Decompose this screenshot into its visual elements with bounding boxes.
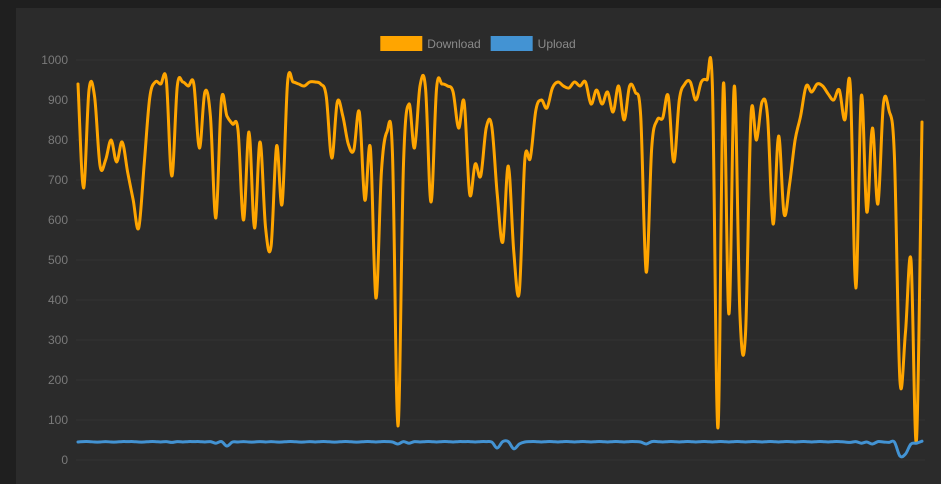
series-line-download — [76, 55, 924, 444]
y-tick-label: 300 — [48, 333, 68, 347]
y-tick-label: 0 — [61, 453, 68, 467]
speed-line-chart: 0 100 200 300 400 500 600 700 800 900 1000 Downloa… — [41, 36, 925, 467]
y-tick-label: 700 — [48, 173, 68, 187]
legend-item-download[interactable]: Download — [380, 36, 481, 51]
y-tick-label: 1000 — [41, 53, 68, 67]
legend-swatch — [380, 36, 423, 51]
y-tick-label: 900 — [48, 93, 68, 107]
y-tick-label: 200 — [48, 373, 68, 387]
series-line-upload — [76, 439, 924, 459]
legend-swatch — [490, 36, 533, 51]
legend[interactable]: Download Upload — [380, 36, 576, 51]
y-axis-ticks: 0 100 200 300 400 500 600 700 800 900 1000 — [41, 53, 68, 467]
legend-item-upload[interactable]: Upload — [490, 36, 576, 51]
chart-panel: 0 100 200 300 400 500 600 700 800 900 1000 Downloa… — [16, 8, 941, 484]
legend-label: Download — [427, 37, 480, 51]
grid — [76, 59, 925, 461]
series-lines — [76, 55, 924, 459]
y-tick-label: 500 — [48, 253, 68, 267]
y-tick-label: 100 — [48, 413, 68, 427]
y-tick-label: 800 — [48, 133, 68, 147]
y-tick-label: 400 — [48, 293, 68, 307]
legend-label: Upload — [538, 37, 576, 51]
y-tick-label: 600 — [48, 213, 68, 227]
